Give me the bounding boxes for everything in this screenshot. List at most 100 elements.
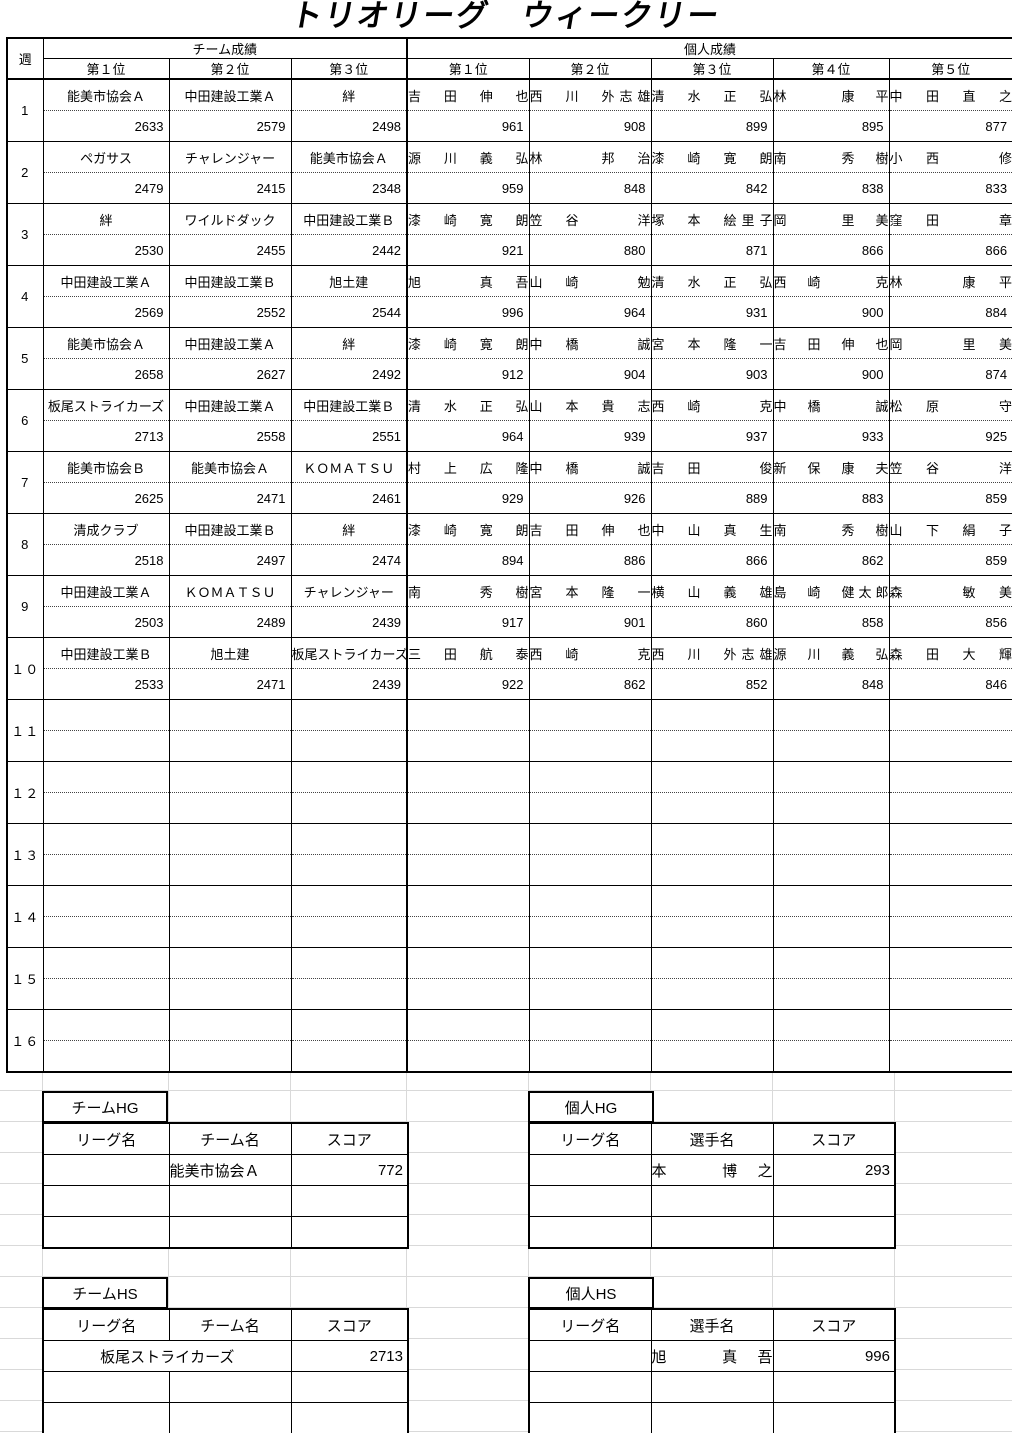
team-score-cell[interactable]: 2627 [168,358,292,390]
team-score-cell[interactable]: 2530 [42,234,170,266]
summary-name-cell[interactable] [650,1185,774,1217]
summary-column-header[interactable]: スコア [290,1122,409,1155]
player-score-cell[interactable] [528,1040,652,1073]
player-score-cell[interactable]: 961 [406,110,530,142]
player-name-cell[interactable] [772,699,890,731]
week-number-cell[interactable]: 3 [6,203,44,266]
player-score-cell[interactable]: 933 [772,420,890,452]
team-name-cell[interactable] [42,947,170,979]
summary-score-cell[interactable] [290,1216,409,1249]
player-score-cell[interactable] [528,854,652,886]
summary-score-cell[interactable] [290,1185,409,1217]
player-name-cell[interactable]: 森 田 大 輝 [888,637,1012,669]
summary-name-cell[interactable] [168,1185,292,1217]
player-name-cell[interactable] [772,947,890,979]
player-score-cell[interactable] [772,792,890,824]
player-score-cell[interactable]: 859 [888,544,1012,576]
player-score-cell[interactable]: 859 [888,482,1012,514]
team-name-cell[interactable]: 絆 [290,79,408,111]
player-score-cell[interactable] [650,916,774,948]
player-score-cell[interactable] [406,792,530,824]
player-score-cell[interactable]: 937 [650,420,774,452]
team-name-cell[interactable] [290,885,408,917]
summary-name-cell[interactable] [650,1402,774,1433]
team-score-cell[interactable]: 2658 [42,358,170,390]
team-name-cell[interactable] [42,885,170,917]
player-score-cell[interactable]: 846 [888,668,1012,700]
week-column-header[interactable]: 週 [6,37,44,80]
player-score-cell[interactable]: 877 [888,110,1012,142]
player-name-cell[interactable]: 山 本 貴 志 [528,389,652,421]
team-score-cell[interactable]: 2471 [168,482,292,514]
team-name-cell[interactable]: 中田建設工業Ｂ [42,637,170,669]
player-score-cell[interactable]: 959 [406,172,530,204]
summary-league-cell[interactable] [42,1185,170,1217]
week-number-cell[interactable]: 7 [6,451,44,514]
player-name-cell[interactable]: 中 山 真 生 [650,513,774,545]
player-name-cell[interactable]: 中 橋 誠 [528,327,652,359]
player-score-cell[interactable] [888,978,1012,1010]
team-name-cell[interactable]: 絆 [290,327,408,359]
team-score-cell[interactable]: 2518 [42,544,170,576]
player-name-cell[interactable] [888,885,1012,917]
player-name-cell[interactable] [528,823,652,855]
team-score-cell[interactable]: 2551 [290,420,408,452]
player-score-cell[interactable] [772,1040,890,1073]
team-score-cell[interactable]: 2471 [168,668,292,700]
team-score-cell[interactable]: 2489 [168,606,292,638]
player-score-cell[interactable]: 899 [650,110,774,142]
player-score-cell[interactable] [650,730,774,762]
team-score-cell[interactable]: 2544 [290,296,408,328]
player-score-cell[interactable] [888,730,1012,762]
player-score-cell[interactable] [888,792,1012,824]
player-score-cell[interactable]: 856 [888,606,1012,638]
team-score-cell[interactable] [168,1040,292,1073]
team-score-cell[interactable] [42,916,170,948]
player-score-cell[interactable] [528,730,652,762]
player-name-cell[interactable] [650,823,774,855]
summary-column-header[interactable]: リーグ名 [42,1122,170,1155]
team-name-cell[interactable]: 能美市協会Ａ [42,327,170,359]
team-name-cell[interactable] [168,823,292,855]
team-score-cell[interactable]: 2533 [42,668,170,700]
player-score-cell[interactable] [650,792,774,824]
player-score-cell[interactable] [406,978,530,1010]
team-name-cell[interactable] [290,761,408,793]
player-score-cell[interactable]: 921 [406,234,530,266]
summary-score-cell[interactable] [290,1371,409,1403]
team-name-cell[interactable] [42,699,170,731]
summary-column-header[interactable]: スコア [772,1122,896,1155]
team-name-cell[interactable]: チャレンジャー [290,575,408,607]
summary-name-cell[interactable]: 能美市協会Ａ [168,1154,292,1186]
player-name-cell[interactable]: 清 水 正 弘 [406,389,530,421]
player-score-cell[interactable]: 838 [772,172,890,204]
summary-league-cell[interactable] [42,1216,170,1249]
player-score-cell[interactable] [650,1040,774,1073]
player-name-cell[interactable]: 漆 崎 寛 朗 [406,327,530,359]
week-number-cell[interactable]: 6 [6,389,44,452]
week-number-cell[interactable]: １２ [6,761,44,824]
player-score-cell[interactable] [772,916,890,948]
team-score-cell[interactable]: 2461 [290,482,408,514]
player-score-cell[interactable]: 901 [528,606,652,638]
team-score-cell[interactable]: 2558 [168,420,292,452]
player-name-cell[interactable] [650,761,774,793]
team-name-cell[interactable] [42,823,170,855]
team-name-cell[interactable] [290,947,408,979]
player-score-cell[interactable] [528,792,652,824]
player-name-cell[interactable]: 林 康 平 [888,265,1012,297]
player-name-cell[interactable]: 塚 本 絵里子 [650,203,774,235]
player-name-cell[interactable]: 漆 崎 寛 朗 [650,141,774,173]
player-name-cell[interactable]: 島 崎 健太郎 [772,575,890,607]
summary-league-cell[interactable] [528,1185,652,1217]
player-score-cell[interactable]: 895 [772,110,890,142]
team-score-cell[interactable]: 2348 [290,172,408,204]
player-name-cell[interactable]: 笠 谷 洋 [888,451,1012,483]
team-name-cell[interactable]: 板尾ストライカーズ [42,389,170,421]
player-name-cell[interactable] [888,699,1012,731]
team-score-cell[interactable]: 2633 [42,110,170,142]
player-score-cell[interactable]: 964 [406,420,530,452]
player-name-cell[interactable] [406,947,530,979]
team-name-cell[interactable]: 中田建設工業Ａ [42,575,170,607]
team-name-cell[interactable]: ＫＯＭＡＴＳＵ [290,451,408,483]
